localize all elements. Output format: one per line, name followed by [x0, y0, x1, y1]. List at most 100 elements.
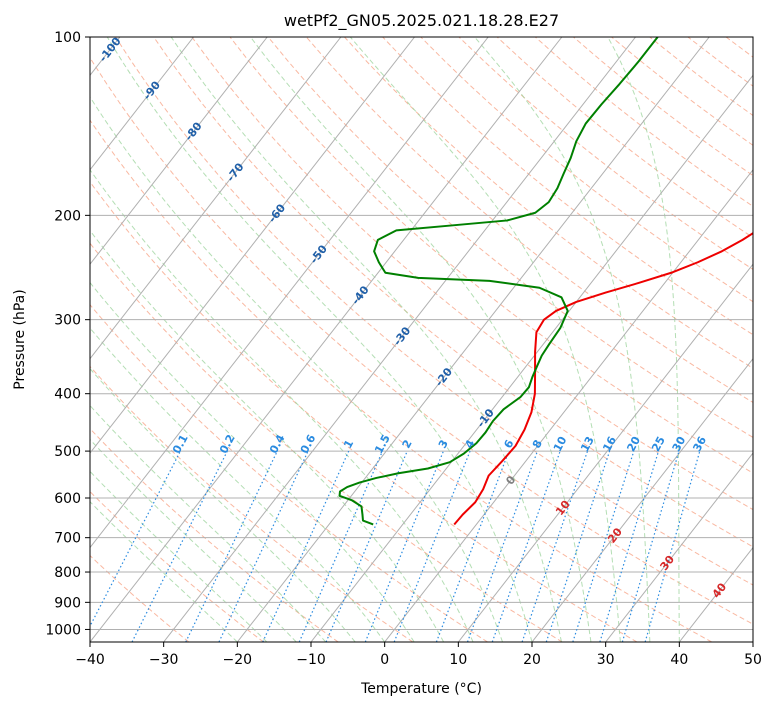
x-tick-label: −40: [75, 652, 105, 668]
mixing-ratio-label: 25: [649, 434, 668, 454]
mixing-ratio-label: 4: [462, 437, 477, 450]
x-tick-label: 40: [670, 652, 688, 668]
moist-adiabat-line: [607, 37, 680, 642]
dry-adiabat-line: [90, 56, 753, 625]
x-tick-label: 30: [597, 652, 615, 668]
dry-adiabat-line: [90, 303, 488, 642]
mixing-ratio-label: 10: [551, 434, 570, 454]
mixing-ratio-line: [131, 450, 228, 642]
y-tick-label: 200: [54, 208, 81, 224]
mixing-ratio-label: 16: [600, 434, 619, 454]
dry-adiabat-line: [687, 37, 753, 87]
mixing-ratio-line: [218, 450, 309, 642]
moist-adiabat-line: [106, 37, 533, 642]
moist-adiabat-line: [90, 367, 356, 642]
isotherm-line: [236, 37, 710, 642]
x-ticks: −40 −30 −20 −10 0 10 20 30 40 50: [75, 642, 762, 668]
y-tick-label: 100: [54, 30, 81, 46]
dewpoint-profile-line: [338, 37, 659, 526]
dry-adiabat-line: [573, 37, 753, 177]
y-tick-label: 900: [54, 595, 81, 611]
mixing-ratio-line: [521, 450, 589, 642]
isotherm-label: -100: [97, 34, 124, 64]
x-tick-label: −10: [296, 652, 326, 668]
dry-adiabat-line: [534, 37, 753, 207]
y-ticks: 100 200 300 400 500 600 700 800 900 1000: [45, 30, 90, 638]
isotherm-label: -30: [391, 324, 414, 348]
dry-adiabat-line: [90, 554, 190, 642]
isotherm-label: -40: [349, 283, 372, 307]
mixing-ratio-label: 36: [690, 434, 709, 454]
moist-adiabat-line: [90, 327, 386, 642]
isotherm-label: 40: [710, 580, 730, 600]
mixing-ratio-label: 2: [400, 438, 415, 451]
moist-adiabat-line: [90, 281, 415, 642]
moist-adiabat-line: [90, 96, 504, 642]
dry-adiabat-line: [90, 490, 264, 642]
x-tick-label: −20: [223, 652, 253, 668]
isotherm-label: -70: [224, 160, 247, 184]
mixing-ratio-label: 13: [578, 434, 597, 454]
mixing-ratio-label: 1.5: [372, 432, 393, 455]
moist-adiabat-line: [90, 229, 445, 642]
x-tick-label: 50: [744, 652, 762, 668]
isotherm-line: [531, 357, 753, 642]
dry-adiabat-line: [458, 37, 753, 270]
isotherm-label: -50: [307, 242, 330, 266]
background-lines: [90, 37, 775, 642]
moist-adiabat-line: [474, 37, 651, 642]
moist-adiabat-line: [90, 168, 474, 642]
moist-adiabat-line: [90, 470, 268, 642]
y-tick-label: 400: [54, 387, 81, 403]
isotherm-line: [310, 74, 753, 642]
mixing-ratio-line: [298, 450, 384, 642]
isotherm-label: 30: [657, 553, 677, 573]
x-axis-label: Temperature (°C): [360, 681, 482, 697]
y-tick-label: 800: [54, 565, 81, 581]
isotherm-line: [605, 452, 753, 642]
isotherm-label: -60: [266, 201, 289, 225]
x-tick-label: 20: [523, 652, 541, 668]
isotherm-label: -10: [474, 406, 497, 430]
x-tick-label: 0: [380, 652, 389, 668]
y-axis-label: Pressure (hPa): [12, 289, 28, 389]
plot-frame: [89, 36, 754, 643]
y-tick-label: 1000: [45, 622, 81, 638]
dry-adiabat-line: [191, 37, 753, 511]
mixing-ratio-line: [364, 450, 444, 642]
mixing-ratio-label: 3: [436, 438, 451, 451]
x-tick-label: −30: [149, 652, 179, 668]
isotherm-line: [90, 37, 415, 454]
isotherm-line: [90, 37, 342, 360]
moist-adiabat-line: [349, 37, 621, 642]
mixing-ratio-line: [435, 450, 510, 642]
isotherm-line: [752, 641, 753, 642]
isotherm-label: -90: [141, 78, 164, 102]
dry-adiabat-line: [496, 37, 753, 239]
mixing-ratio-line: [491, 450, 561, 642]
mixing-ratio-line: [621, 450, 680, 642]
mixing-ratio-line: [185, 450, 278, 642]
y-tick-label: 300: [54, 313, 81, 329]
isotherm-line: [384, 168, 753, 642]
dry-adiabat-line: [305, 37, 753, 404]
mixing-ratio-label: 20: [624, 434, 643, 454]
dry-adiabat-line: [90, 242, 563, 642]
mixing-ratio-label: 1: [341, 438, 356, 451]
y-tick-label: 500: [54, 444, 81, 460]
dry-adiabat-line: [90, 119, 712, 642]
isotherm-label: -80: [182, 119, 205, 143]
dry-adiabat-line: [153, 37, 753, 548]
mixing-ratio-label: 30: [670, 434, 689, 454]
moist-adiabat-line: [90, 501, 238, 642]
dry-adiabat-line: [344, 37, 753, 369]
dry-adiabat-line: [115, 37, 753, 586]
mixing-ratio-line: [545, 450, 611, 642]
isotherm-line: [90, 37, 563, 642]
temperature-profile-line: [453, 232, 753, 526]
isotherm-label: 0: [503, 473, 518, 487]
dry-adiabat-line: [764, 37, 775, 642]
mixing-ratio-line: [262, 450, 350, 642]
y-tick-label: 600: [54, 491, 81, 507]
